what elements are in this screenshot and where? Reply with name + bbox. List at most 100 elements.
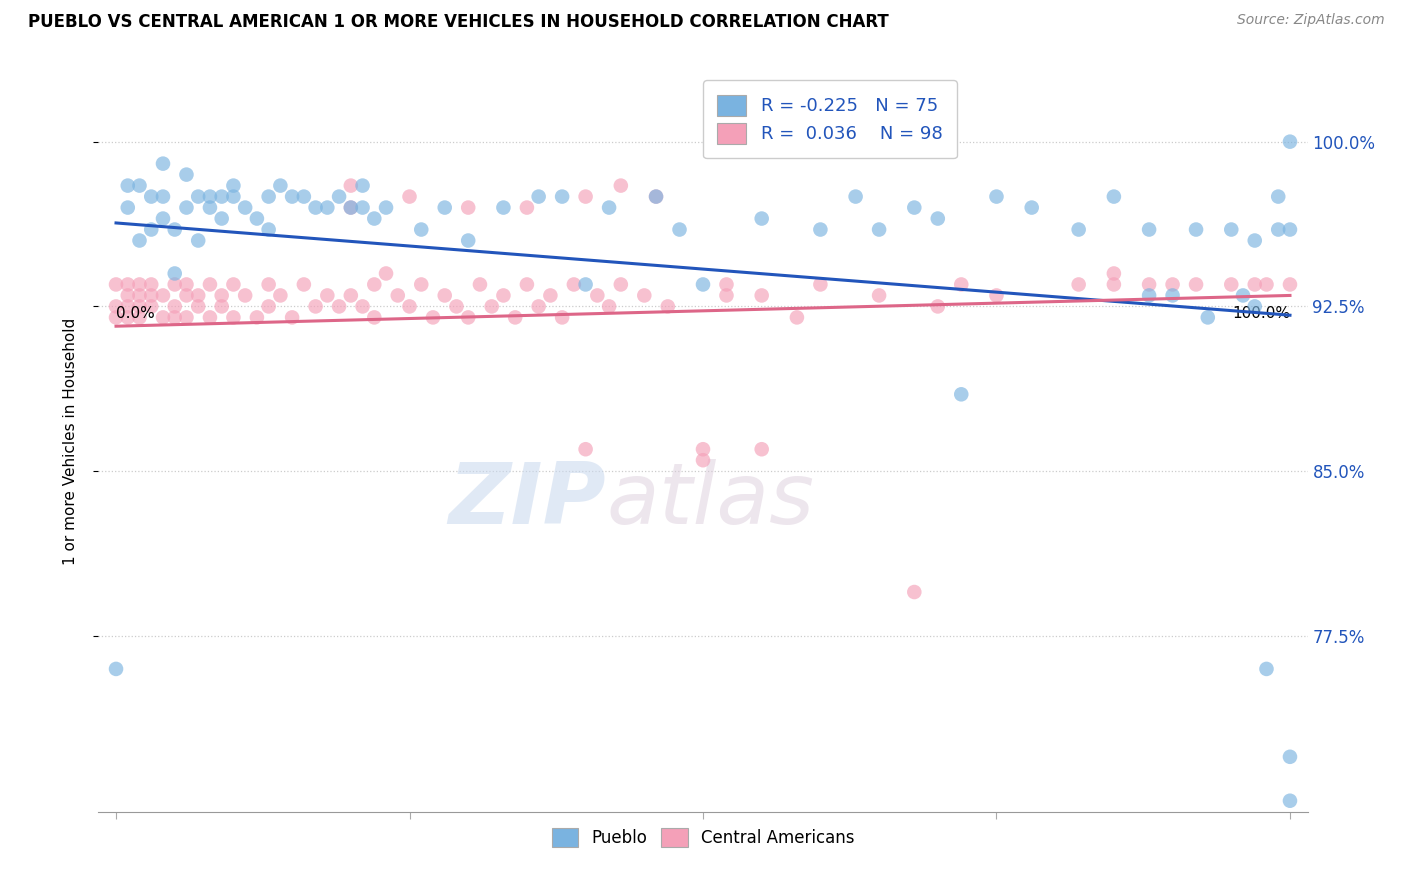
Point [1102, 267, 1125, 281]
Point [398, 300, 420, 314]
Point [211, 288, 233, 302]
Point [527, 189, 550, 203]
Point [246, 310, 269, 325]
Point [657, 300, 679, 314]
Point [340, 201, 363, 215]
Point [281, 310, 304, 325]
Point [610, 178, 633, 193]
Point [1102, 277, 1125, 292]
Point [868, 288, 890, 302]
Point [141, 189, 163, 203]
Point [163, 277, 186, 292]
Point [340, 288, 363, 302]
Point [1185, 277, 1208, 292]
Point [198, 201, 221, 215]
Text: 100.0%: 100.0% [1232, 306, 1289, 321]
Point [903, 585, 925, 599]
Point [551, 189, 574, 203]
Point [128, 310, 150, 325]
Point [292, 189, 315, 203]
Point [316, 288, 339, 302]
Point [1102, 189, 1125, 203]
Point [668, 222, 690, 236]
Point [187, 234, 209, 248]
Point [1243, 300, 1265, 314]
Point [105, 277, 128, 292]
Point [868, 222, 890, 236]
Text: PUEBLO VS CENTRAL AMERICAN 1 OR MORE VEHICLES IN HOUSEHOLD CORRELATION CHART: PUEBLO VS CENTRAL AMERICAN 1 OR MORE VEH… [28, 13, 889, 31]
Point [128, 288, 150, 302]
Point [128, 300, 150, 314]
Text: atlas: atlas [606, 459, 814, 542]
Point [304, 300, 326, 314]
Point [1278, 222, 1301, 236]
Point [986, 288, 1008, 302]
Point [269, 178, 291, 193]
Point [457, 234, 479, 248]
Point [538, 288, 561, 302]
Point [141, 288, 163, 302]
Point [411, 277, 433, 292]
Point [1278, 135, 1301, 149]
Point [1220, 277, 1243, 292]
Point [492, 201, 515, 215]
Point [363, 277, 385, 292]
Text: ZIP: ZIP [449, 459, 606, 542]
Point [692, 442, 714, 457]
Point [1267, 222, 1289, 236]
Point [117, 300, 139, 314]
Point [433, 201, 456, 215]
Point [927, 211, 949, 226]
Point [562, 277, 585, 292]
Point [575, 277, 598, 292]
Point [1161, 288, 1184, 302]
Point [751, 442, 773, 457]
Point [198, 310, 221, 325]
Point [292, 277, 315, 292]
Point [845, 189, 868, 203]
Point [176, 168, 198, 182]
Point [1267, 189, 1289, 203]
Point [516, 277, 538, 292]
Point [340, 201, 363, 215]
Point [105, 300, 128, 314]
Point [128, 277, 150, 292]
Point [1278, 277, 1301, 292]
Point [128, 234, 150, 248]
Point [1197, 310, 1219, 325]
Point [1243, 277, 1265, 292]
Point [352, 300, 374, 314]
Point [152, 156, 174, 170]
Point [233, 201, 256, 215]
Point [281, 189, 304, 203]
Point [751, 211, 773, 226]
Point [457, 310, 479, 325]
Point [950, 387, 973, 401]
Text: 0.0%: 0.0% [117, 306, 155, 321]
Point [1137, 222, 1160, 236]
Point [1137, 277, 1160, 292]
Point [1021, 201, 1043, 215]
Point [808, 277, 831, 292]
Point [786, 310, 808, 325]
Point [176, 288, 198, 302]
Point [433, 288, 456, 302]
Point [927, 300, 949, 314]
Point [1137, 288, 1160, 302]
Point [503, 310, 526, 325]
Point [187, 300, 209, 314]
Point [222, 189, 245, 203]
Point [1278, 794, 1301, 808]
Point [481, 300, 503, 314]
Point [211, 189, 233, 203]
Point [692, 277, 714, 292]
Point [1161, 277, 1184, 292]
Point [551, 310, 574, 325]
Point [1278, 749, 1301, 764]
Point [198, 277, 221, 292]
Point [198, 189, 221, 203]
Point [187, 288, 209, 302]
Point [222, 310, 245, 325]
Point [352, 178, 374, 193]
Point [176, 201, 198, 215]
